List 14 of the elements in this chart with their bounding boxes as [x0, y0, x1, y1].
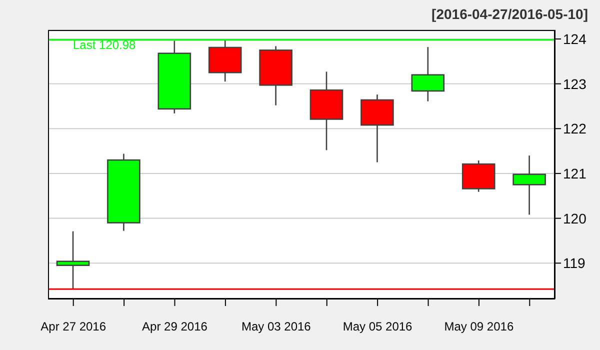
- x-tick-label: May 03 2016: [241, 320, 312, 334]
- y-tick-label: 122: [563, 120, 587, 137]
- y-tick-label: 124: [563, 30, 587, 47]
- x-tick-label: Apr 29 2016: [142, 320, 208, 334]
- ref-line-label: Last 120.98: [73, 38, 136, 52]
- x-tick-label: Apr 27 2016: [40, 320, 106, 334]
- x-tick-label: May 09 2016: [444, 320, 514, 334]
- y-tick-label: 121: [563, 165, 587, 182]
- x-tick-label: May 05 2016: [342, 320, 413, 334]
- chart-subtitle: [2016-04-27/2016-05-10]: [432, 6, 588, 22]
- y-tick-label: 120: [563, 210, 587, 226]
- y-tick-label: 123: [563, 76, 587, 92]
- y-tick-label: 119: [563, 255, 586, 272]
- candlestick: [56, 230, 90, 290]
